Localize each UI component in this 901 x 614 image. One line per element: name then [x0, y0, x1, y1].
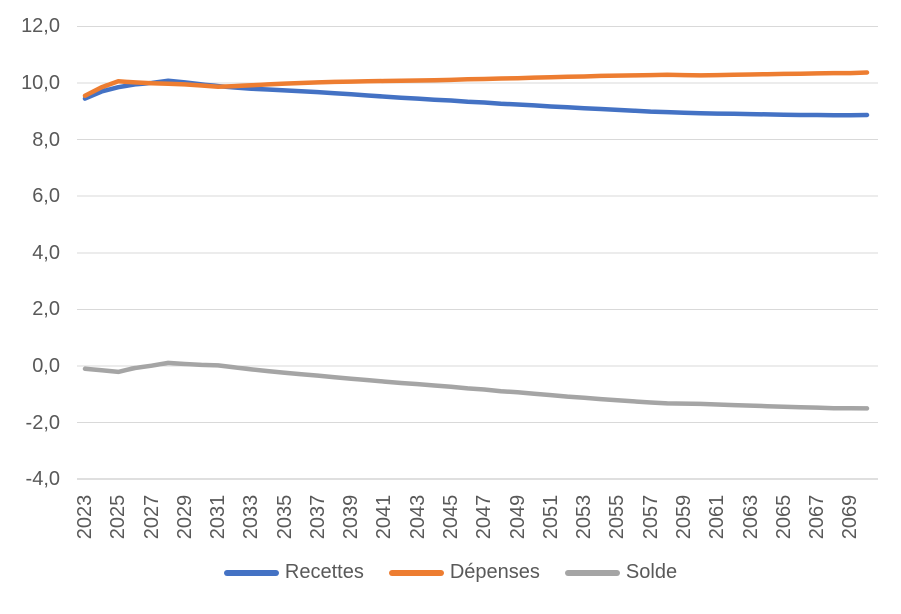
legend-label: Recettes — [284, 561, 364, 583]
x-tick-label: 2063 — [739, 494, 762, 540]
x-tick-label: 2037 — [306, 494, 329, 540]
x-tick-label: 2065 — [772, 494, 795, 540]
x-tick-label: 2049 — [506, 494, 529, 540]
x-tick-label: 2023 — [74, 494, 96, 540]
y-tick-label: 0,0 — [32, 355, 60, 377]
x-tick-label: 2059 — [672, 494, 695, 540]
y-tick-label: -4,0 — [25, 468, 60, 491]
x-tick-label: 2069 — [839, 494, 862, 540]
y-tick-label: 10,0 — [21, 72, 60, 94]
y-tick-label: 4,0 — [32, 241, 60, 264]
legend-label: Dépenses — [449, 561, 540, 583]
legend: Recettes Dépenses Solde — [0, 561, 901, 584]
series-line-depenses — [82, 70, 870, 98]
x-tick-label: 2041 — [373, 494, 396, 540]
legend-swatch-recettes — [223, 569, 279, 576]
x-tick-label: 2067 — [806, 494, 829, 540]
legend-item-recettes: Recettes — [223, 561, 364, 584]
x-tick-label: 2035 — [273, 494, 296, 540]
legend-item-solde: Solde — [564, 561, 678, 584]
x-tick-label: 2027 — [140, 494, 163, 540]
x-tick-label: 2055 — [606, 494, 629, 540]
x-tick-label: 2043 — [406, 494, 429, 540]
legend-item-depenses: Dépenses — [388, 561, 540, 584]
x-tick-label: 2031 — [207, 494, 230, 540]
legend-swatch-depenses — [388, 569, 444, 576]
x-tick-label: 2033 — [240, 494, 263, 540]
legend-swatch-solde — [564, 569, 620, 576]
legend-label: Solde — [625, 561, 678, 583]
series-line-solde — [82, 360, 870, 411]
x-tick-label: 2057 — [639, 494, 662, 540]
x-tick-label: 2051 — [539, 494, 562, 540]
x-tick-label: 2053 — [573, 494, 596, 540]
x-tick-label: 2061 — [706, 494, 729, 540]
y-tick-label: -2,0 — [25, 411, 60, 434]
y-tick-label: 12,0 — [21, 15, 60, 38]
y-tick-label: 6,0 — [32, 185, 60, 208]
y-tick-label: 2,0 — [32, 298, 60, 321]
x-tick-label: 2045 — [440, 494, 463, 540]
x-tick-label: 2025 — [107, 494, 130, 540]
y-tick-label: 8,0 — [32, 128, 60, 151]
x-tick-label: 2029 — [173, 494, 196, 540]
x-tick-label: 2047 — [473, 494, 496, 540]
x-tick-label: 2039 — [340, 494, 363, 540]
